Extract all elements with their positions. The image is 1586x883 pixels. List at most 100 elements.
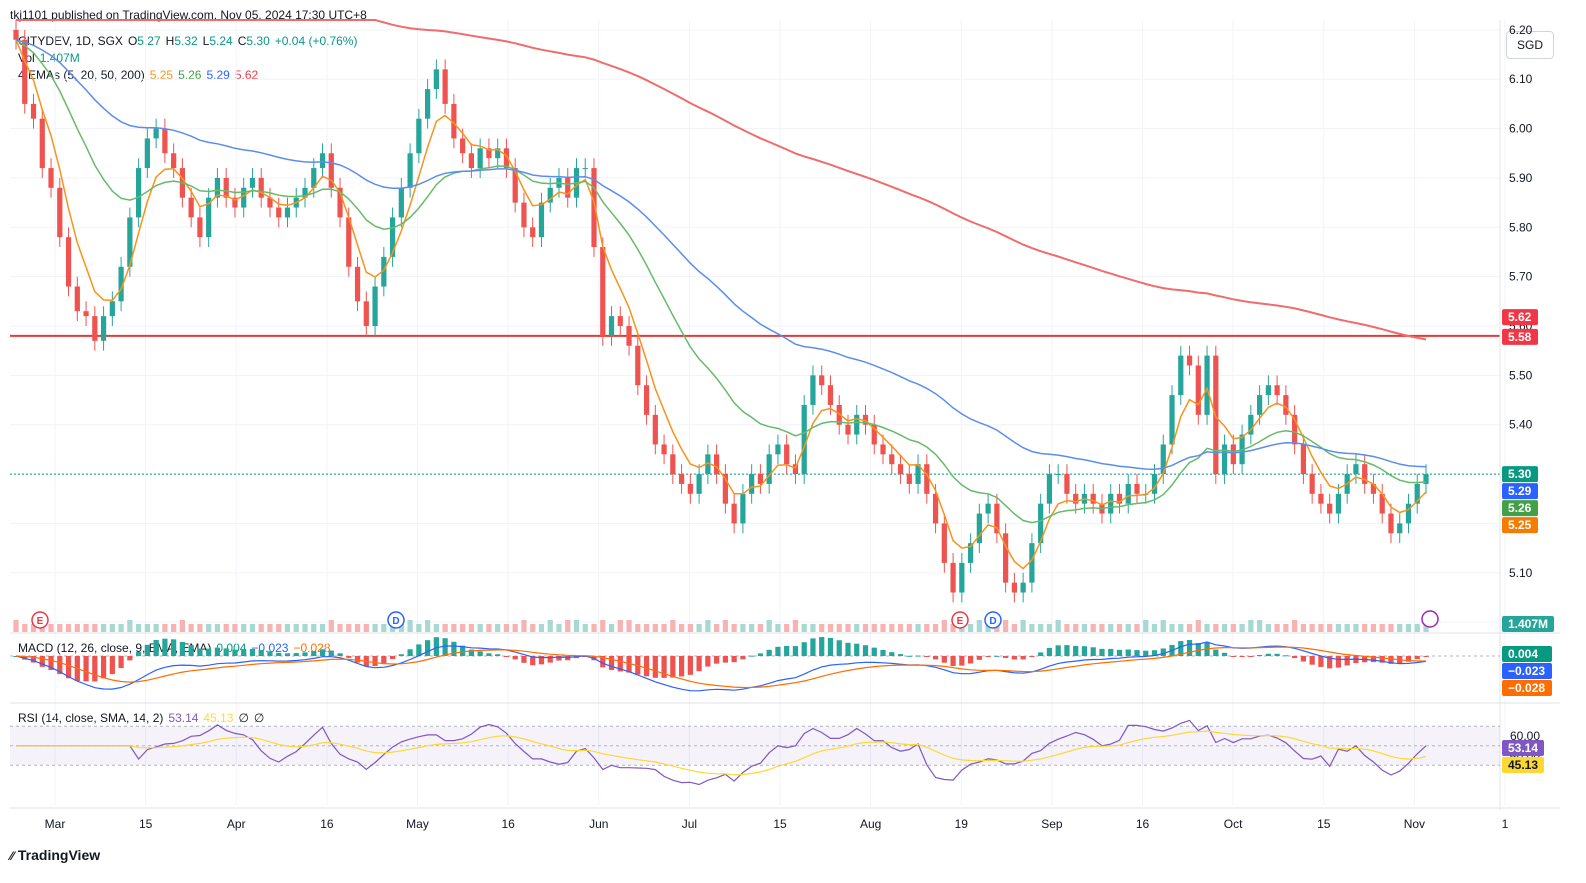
macd-histogram-bar <box>871 647 877 656</box>
candle-body <box>416 118 422 154</box>
candle-body <box>1090 493 1096 504</box>
candle-body <box>740 493 746 524</box>
volume-bar <box>1186 624 1193 632</box>
volume-bar <box>162 624 168 632</box>
macd-histogram-bar <box>337 653 343 656</box>
volume-bar <box>293 624 299 632</box>
macd-histogram-bar <box>232 649 238 656</box>
candle-body <box>197 217 203 238</box>
macd-histogram-bar <box>731 656 737 663</box>
volume-bar <box>1160 620 1166 632</box>
candle-body <box>1116 493 1123 504</box>
volume-bar <box>468 624 475 632</box>
rsi-tick-label: 60.00 <box>1510 729 1540 743</box>
candle-body <box>1362 464 1368 484</box>
price-tick-label: 5.40 <box>1509 418 1533 432</box>
volume-bar <box>880 624 886 632</box>
volume-bar <box>608 624 615 632</box>
time-tick-label: Aug <box>860 817 881 831</box>
volume-bar <box>442 624 448 632</box>
candle-body <box>398 187 404 218</box>
candle-body <box>468 153 475 169</box>
volume-bar <box>810 624 816 632</box>
time-tick-label: 1 <box>1502 817 1509 831</box>
volume-bar <box>197 624 203 632</box>
macd-histogram-bar <box>153 639 159 656</box>
candle-body <box>1353 464 1359 475</box>
macd-histogram-bar <box>1230 656 1236 657</box>
candle-body <box>538 202 545 238</box>
price-tick-label: 6.10 <box>1509 72 1533 86</box>
candle-body <box>652 414 658 445</box>
candle-body <box>696 474 702 494</box>
volume-bar <box>153 624 159 632</box>
volume-bar <box>1073 624 1079 632</box>
volume-bar <box>1405 624 1412 632</box>
candle-body <box>92 316 98 341</box>
candle-body <box>65 237 72 287</box>
signal-line <box>15 646 1427 689</box>
volume-bar <box>643 624 650 632</box>
candle-body <box>687 483 693 494</box>
volume-bar <box>1169 624 1175 632</box>
candle-body <box>757 474 764 484</box>
macd-histogram-bar <box>284 653 291 656</box>
candle-body <box>188 197 194 218</box>
currency-button[interactable]: SGD <box>1506 31 1554 59</box>
candle-body <box>565 177 571 198</box>
event-marker-label: D <box>989 616 996 627</box>
volume-bar <box>1397 624 1403 632</box>
volume-bar <box>600 620 606 632</box>
candle-body <box>284 207 291 218</box>
volume-bar <box>766 620 772 632</box>
volume-bar <box>1353 624 1359 632</box>
tradingview-logo[interactable]: ⁄⁄ TradingView <box>10 847 101 863</box>
macd-axis-label-text: 0.004 <box>1508 647 1538 661</box>
price-label-text: 5.25 <box>1508 518 1532 532</box>
candle-body <box>258 177 264 198</box>
candle-body <box>319 153 326 169</box>
macd-histogram-bar <box>950 656 956 666</box>
volume-bar <box>941 620 947 632</box>
candle-body <box>862 414 869 425</box>
macd-histogram-bar <box>1151 650 1158 656</box>
candles <box>13 20 1429 603</box>
macd-histogram-bar <box>512 656 518 660</box>
event-marker <box>31 611 49 629</box>
macd-histogram-bar <box>127 656 133 661</box>
time-tick-label: Apr <box>227 817 246 831</box>
candle-body <box>302 187 308 198</box>
time-tick-label: 16 <box>501 817 515 831</box>
candle-body <box>1186 355 1193 366</box>
volume-bar <box>1221 624 1228 632</box>
candle-body <box>784 444 790 465</box>
candle-body <box>1414 483 1420 504</box>
time-tick-label: Mar <box>45 817 66 831</box>
candle-body <box>1300 444 1307 475</box>
candle-body <box>591 168 597 248</box>
candle-body <box>372 286 378 326</box>
volume-bar <box>267 624 273 632</box>
macd-histogram-bar <box>188 645 194 656</box>
macd-histogram-bar <box>740 656 746 660</box>
macd-histogram-bar <box>442 638 448 656</box>
macd-histogram-bar <box>1213 649 1219 656</box>
candle-body <box>582 168 588 170</box>
macd-histogram-bar <box>1134 650 1140 656</box>
macd-histogram-bar <box>1186 639 1193 656</box>
macd-histogram-bar <box>959 656 965 666</box>
volume-bar <box>276 624 282 632</box>
volume-bar <box>65 624 72 632</box>
volume-bar <box>1230 624 1236 632</box>
macd-histogram-bar <box>433 637 439 656</box>
symbol-title[interactable]: CITYDEV, 1D, SGX <box>18 34 123 48</box>
macd-histogram-bar <box>1038 652 1044 656</box>
macd-axis-label <box>1502 646 1552 662</box>
time-tick-label: 15 <box>139 817 153 831</box>
volume-bar <box>1256 620 1263 632</box>
volume-axis-label-text: 1.407M <box>1508 617 1548 631</box>
candle-body <box>57 187 63 238</box>
macd-histogram-bar <box>48 656 54 671</box>
macd-histogram-bar <box>109 656 115 675</box>
